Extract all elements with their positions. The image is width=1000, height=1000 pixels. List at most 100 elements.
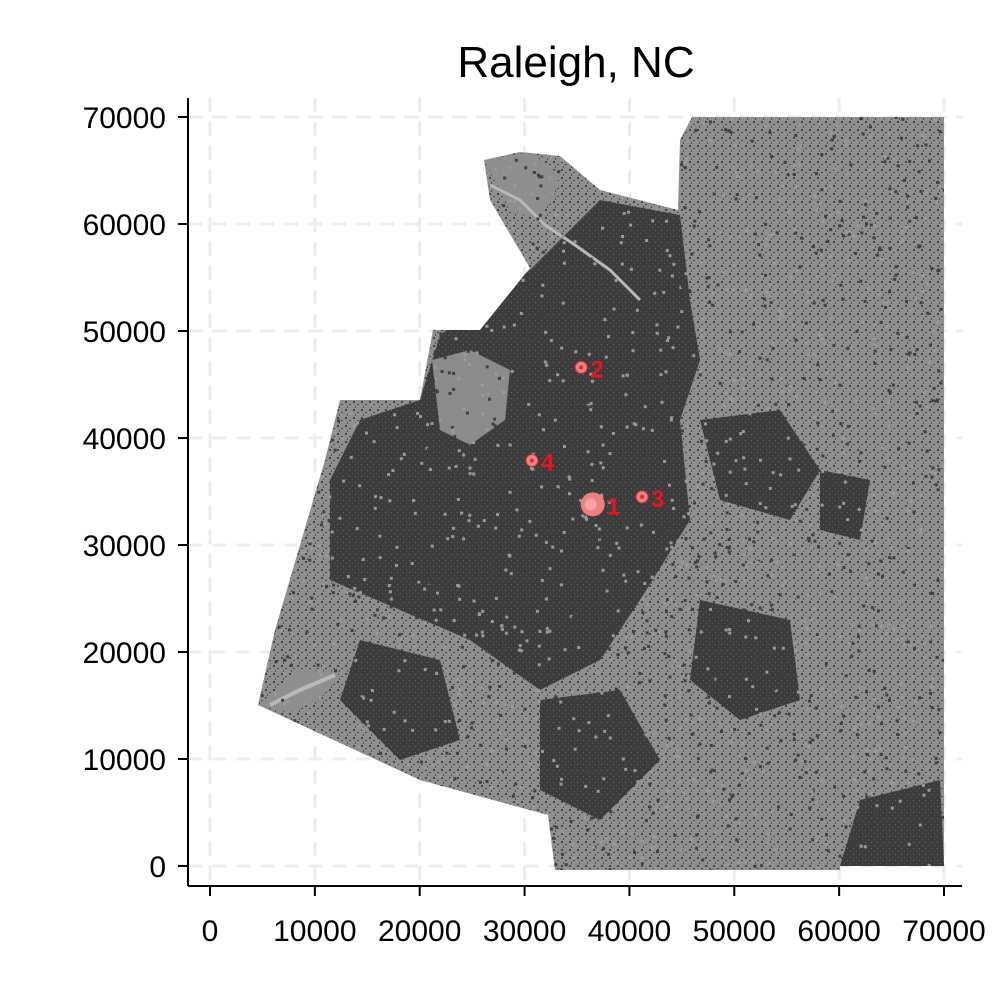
raster-cell [540,175,544,179]
raster-cell [677,363,681,367]
raster-cell [338,139,341,143]
raster-cell [726,288,730,292]
raster-cell [607,335,610,339]
raster-cell [250,815,253,818]
raster-cell [671,742,675,746]
raster-cell [829,131,833,135]
raster-cell [523,642,527,645]
raster-cell [947,564,950,567]
raster-cell [251,873,254,876]
raster-cell [533,789,537,793]
raster-cell [277,862,281,866]
raster-cell [361,290,365,294]
raster-cell [617,546,621,550]
raster-cell [859,117,863,121]
raster-cell [644,746,648,750]
raster-cell [485,324,489,328]
raster-cell [436,591,439,595]
raster-cell [375,309,379,313]
raster-cell [666,789,670,793]
raster-cell [867,668,871,672]
raster-cell [469,304,472,308]
raster-cell [488,685,492,689]
raster-cell [752,322,756,326]
raster-cell [439,332,443,336]
raster-cell [947,673,950,676]
raster-cell [577,729,581,733]
raster-cell [524,166,528,170]
raster-cell [615,372,619,376]
raster-cell [691,732,695,736]
raster-cell [857,508,861,511]
raster-cell [303,314,307,318]
raster-cell [479,743,483,747]
raster-cell [730,118,734,122]
raster-cell [631,630,635,633]
raster-cell [331,141,335,145]
raster-cell [670,615,674,619]
raster-cell [545,627,549,631]
raster-cell [744,769,748,773]
raster-cell [274,801,278,804]
raster-cell [692,354,696,358]
raster-cell [859,279,863,283]
raster-cell [333,176,337,180]
raster-cell [322,510,326,514]
raster-cell [508,443,512,447]
raster-cell [592,846,596,850]
raster-cell [757,527,761,531]
raster-cell [931,466,935,470]
point-label-1: 1 [607,493,620,520]
raster-cell [577,646,581,649]
raster-cell [673,184,677,188]
raster-cell [768,130,772,134]
raster-cell [335,574,339,578]
raster-cell [922,135,926,139]
raster-cell [641,611,645,615]
raster-cell [682,515,686,519]
raster-cell [839,721,843,725]
raster-cell [665,602,669,606]
raster-cell [783,160,787,164]
raster-cell [624,393,628,397]
raster-cell [940,284,944,288]
raster-cell [830,590,834,594]
raster-cell [796,595,800,599]
raster-cell [434,728,438,732]
raster-cell [898,799,902,803]
raster-cell [294,654,297,658]
raster-cell [817,545,820,549]
raster-cell [758,253,762,257]
raster-cell [277,799,281,803]
raster-cell [604,287,608,291]
raster-cell [700,439,703,443]
raster-cell [561,555,565,559]
raster-cell [915,412,919,415]
raster-cell [520,497,524,501]
raster-cell [597,527,601,531]
raster-cell [738,350,742,354]
raster-cell [453,128,457,132]
raster-cell [947,410,950,413]
raster-cell [474,812,478,816]
raster-cell [572,856,575,860]
raster-cell [389,324,393,327]
raster-cell [348,592,352,596]
raster-cell [712,708,716,712]
raster-cell [512,671,516,675]
raster-cell [635,308,639,312]
raster-cell [562,241,566,245]
raster-cell [687,576,691,580]
raster-cell [876,705,880,709]
raster-cell [481,412,485,416]
raster-cell [380,851,384,855]
raster-cell [793,228,797,232]
raster-cell [499,488,503,492]
raster-cell [346,758,350,762]
raster-cell [670,498,674,502]
raster-cell [519,649,523,653]
raster-cell [358,493,362,497]
raster-cell [317,811,321,815]
raster-cell [499,771,503,775]
raster-cell [766,728,769,732]
